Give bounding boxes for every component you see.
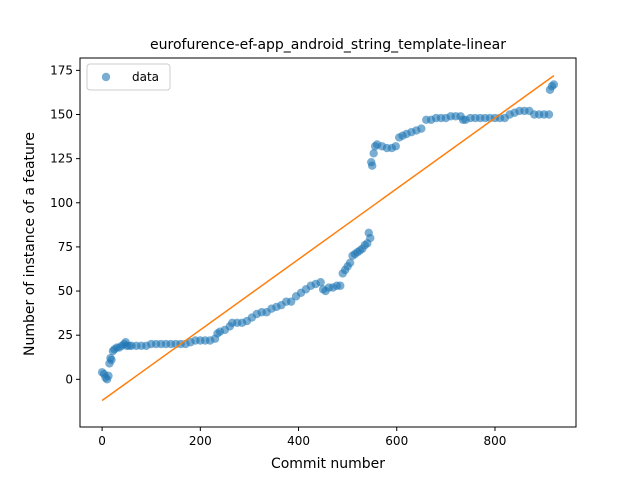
legend-label: data xyxy=(132,70,159,84)
data-point xyxy=(366,233,375,243)
x-tick-label: 200 xyxy=(189,434,212,448)
y-tick-label: 175 xyxy=(50,63,73,77)
data-point xyxy=(391,142,400,151)
data-point xyxy=(286,297,296,306)
y-tick-label: 150 xyxy=(50,107,73,121)
fit-line xyxy=(101,75,555,402)
data-point xyxy=(417,124,426,133)
axes-frame xyxy=(79,57,577,428)
legend-box xyxy=(86,63,171,91)
y-axis-label: Number of instance of a feature xyxy=(22,132,38,356)
data-point xyxy=(316,278,325,287)
data-point xyxy=(336,281,345,290)
x-axis-ticks: 0 200 400 600 800 xyxy=(98,427,506,448)
y-tick-label: 125 xyxy=(50,152,73,166)
y-tick-label: 0 xyxy=(65,372,73,386)
data-point xyxy=(544,110,554,119)
y-tick-label: 50 xyxy=(58,284,73,298)
x-tick-label: 0 xyxy=(98,434,106,448)
data-point xyxy=(549,80,559,89)
data-point xyxy=(107,355,116,365)
plot-area xyxy=(97,75,559,402)
legend-marker xyxy=(101,72,111,82)
x-tick-label: 800 xyxy=(484,434,507,448)
data-point xyxy=(367,161,377,170)
data-point xyxy=(369,149,378,158)
data-point xyxy=(104,371,113,380)
y-axis-ticks: 0 25 50 75 100 125 150 175 xyxy=(50,63,80,386)
x-axis-label: Commit number xyxy=(271,456,385,472)
data-point xyxy=(345,258,355,268)
y-tick-label: 75 xyxy=(58,240,73,254)
y-tick-label: 25 xyxy=(58,328,73,342)
x-tick-label: 600 xyxy=(385,434,408,448)
legend: data xyxy=(86,63,171,91)
chart-title: eurofurence-ef-app_android_string_templa… xyxy=(150,37,506,53)
y-tick-label: 100 xyxy=(50,196,73,210)
x-tick-label: 400 xyxy=(287,434,310,448)
